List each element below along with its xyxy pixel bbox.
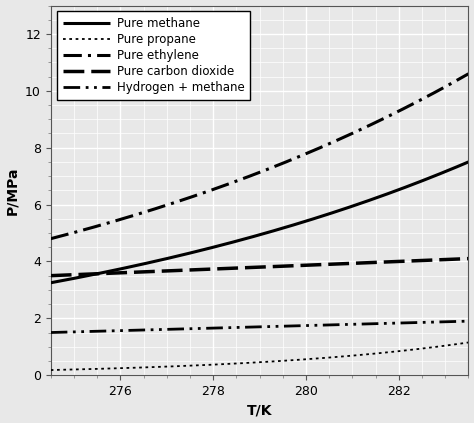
Hydrogen + methane bbox=[456, 319, 461, 324]
Pure carbon dioxide bbox=[390, 259, 396, 264]
Pure propane bbox=[456, 341, 461, 346]
Pure ethylene bbox=[246, 174, 252, 179]
Pure propane bbox=[249, 360, 255, 365]
Pure carbon dioxide bbox=[249, 265, 255, 270]
Pure propane bbox=[48, 368, 54, 373]
Pure ethylene bbox=[297, 154, 302, 159]
Pure methane bbox=[465, 159, 471, 165]
Hydrogen + methane bbox=[249, 324, 255, 330]
Pure carbon dioxide bbox=[297, 263, 302, 268]
Line: Pure ethylene: Pure ethylene bbox=[51, 74, 468, 239]
Hydrogen + methane bbox=[48, 330, 54, 335]
Pure ethylene bbox=[274, 163, 280, 168]
Pure ethylene bbox=[48, 236, 54, 241]
Line: Pure methane: Pure methane bbox=[51, 162, 468, 283]
Pure propane bbox=[390, 349, 396, 354]
Pure methane bbox=[249, 234, 255, 239]
Pure propane bbox=[297, 357, 302, 362]
Pure carbon dioxide bbox=[274, 264, 280, 269]
Pure ethylene bbox=[456, 77, 461, 82]
Pure methane bbox=[246, 235, 252, 240]
X-axis label: T/K: T/K bbox=[247, 404, 273, 418]
Hydrogen + methane bbox=[390, 321, 396, 326]
Hydrogen + methane bbox=[246, 324, 252, 330]
Pure carbon dioxide bbox=[246, 265, 252, 270]
Pure methane bbox=[390, 189, 396, 194]
Pure propane bbox=[274, 359, 280, 364]
Line: Pure propane: Pure propane bbox=[51, 343, 468, 370]
Pure ethylene bbox=[390, 111, 396, 116]
Line: Hydrogen + methane: Hydrogen + methane bbox=[51, 321, 468, 332]
Pure carbon dioxide bbox=[465, 256, 471, 261]
Pure propane bbox=[246, 360, 252, 365]
Hydrogen + methane bbox=[465, 319, 471, 324]
Line: Pure carbon dioxide: Pure carbon dioxide bbox=[51, 258, 468, 276]
Pure methane bbox=[456, 164, 461, 169]
Hydrogen + methane bbox=[297, 323, 302, 328]
Pure carbon dioxide bbox=[456, 256, 461, 261]
Pure ethylene bbox=[465, 71, 471, 76]
Legend: Pure methane, Pure propane, Pure ethylene, Pure carbon dioxide, Hydrogen + metha: Pure methane, Pure propane, Pure ethylen… bbox=[56, 11, 250, 100]
Hydrogen + methane bbox=[274, 324, 280, 329]
Y-axis label: P/MPa: P/MPa bbox=[6, 166, 19, 214]
Pure ethylene bbox=[249, 173, 255, 178]
Pure methane bbox=[297, 221, 302, 226]
Pure carbon dioxide bbox=[48, 273, 54, 278]
Pure methane bbox=[274, 227, 280, 232]
Pure propane bbox=[465, 340, 471, 345]
Pure methane bbox=[48, 280, 54, 285]
